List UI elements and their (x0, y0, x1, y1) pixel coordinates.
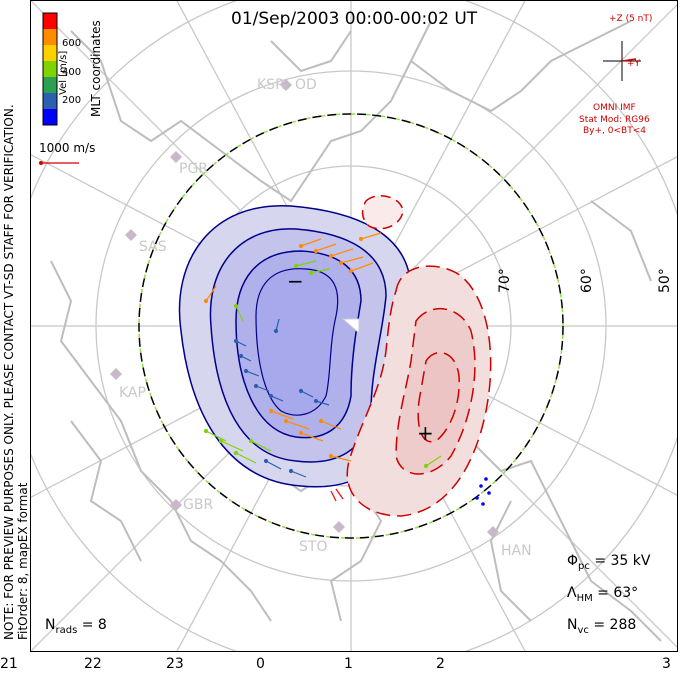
potential-min-marker: − (287, 269, 304, 293)
mlt-tick-2: 2 (436, 656, 445, 672)
polar-map (31, 1, 677, 651)
station-ksr: KSR (257, 77, 285, 93)
positive-potential-cell (346, 195, 492, 517)
lat-label-70: 70° (497, 268, 513, 293)
station-han: HAN (501, 543, 532, 559)
stat-lambda-hm: ΛHM = 63° (567, 585, 639, 604)
mlt-tick-21: 21 (0, 656, 18, 672)
stat-nvc: Nvc = 288 (567, 617, 637, 636)
mlt-tick-23: 23 (166, 656, 184, 672)
imf-dial (603, 41, 641, 81)
station-gbr: GBR (183, 497, 214, 513)
station-pgr: PGR (179, 161, 209, 177)
mlt-tick-0: 0 (256, 656, 265, 672)
colorbar-tick-200: 200 (62, 95, 82, 106)
stat-nrads: Nrads = 8 (45, 617, 107, 636)
side-note-line-1: NOTE: FOR PREVIEW PURPOSES ONLY. PLEASE … (2, 104, 16, 640)
mlt-tick-1: 1 (344, 656, 353, 672)
station-sto: STO (299, 539, 328, 555)
lat-label-60: 60° (579, 268, 595, 293)
potential-max-marker: + (417, 421, 434, 445)
station-sas: SAS (139, 239, 167, 255)
stat-phi-pc: Φpc = 35 kV (567, 553, 651, 572)
lat-label-50: 50° (657, 268, 673, 293)
colorbar-tick-400: 400 (62, 67, 82, 78)
reference-vector-label: 1000 m/s (39, 141, 96, 155)
coordinates-label: MLT coordinates (89, 20, 103, 117)
imf-model: Stat Mod: RG96 (579, 115, 650, 125)
imf-y-label: +Y (627, 59, 641, 69)
map-frame: 01/Sep/2003 00:00-00:02 UT Vel [m/s] 600… (30, 0, 678, 652)
imf-z-label: +Z (5 nT) (609, 14, 653, 24)
station-kap: KAP (119, 385, 146, 401)
station-markers (110, 79, 499, 538)
side-note: NOTE: FOR PREVIEW PURPOSES ONLY. PLEASE … (2, 0, 30, 640)
hm-boundary-vectors (138, 113, 564, 539)
colorbar (42, 12, 58, 126)
colorbar-tick-600: 600 (62, 38, 82, 49)
velocity-vectors (203, 232, 491, 506)
pole-marker (341, 318, 360, 335)
map-title: 01/Sep/2003 00:00-00:02 UT (231, 9, 478, 29)
imf-condition: By+, 0<BT<4 (583, 126, 646, 136)
reference-vector-line (39, 161, 79, 165)
coastlines (50, 20, 662, 642)
mlt-tick-22: 22 (84, 656, 102, 672)
station-od: OD (295, 77, 317, 93)
mlt-tick-3: 3 (662, 656, 671, 672)
side-note-line-2: FitOrder: 8, mapEX format (16, 482, 30, 640)
imf-source: OMNI IMF (593, 103, 636, 113)
